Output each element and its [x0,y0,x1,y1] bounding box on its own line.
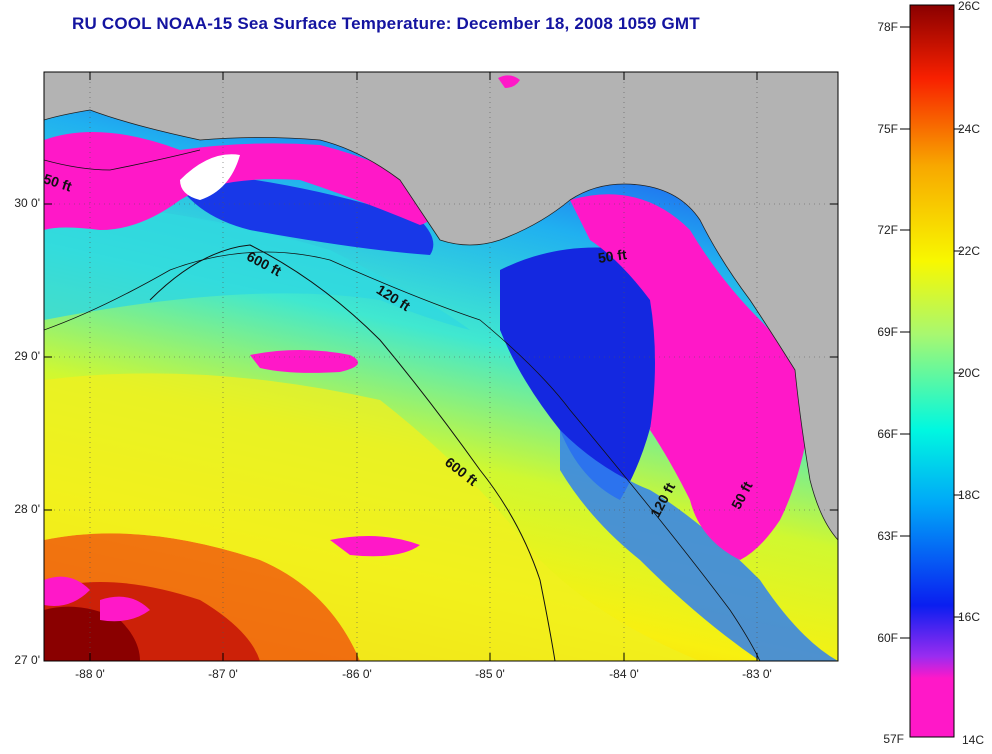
axis-ticks [44,72,838,662]
lon-label-88: -88 0' [75,667,105,681]
colorbar-label-57f: 57F [883,732,904,746]
map-title: RU COOL NOAA-15 Sea Surface Temperature:… [72,14,700,33]
colorbar-label-75f: 75F [877,122,898,136]
lat-label-28: 28 0' [14,502,40,516]
lon-label-87: -87 0' [208,667,238,681]
lon-label-83: -83 0' [742,667,772,681]
colorbar-label-20c: 20C [958,366,981,380]
colorbar-label-60f: 60F [877,631,898,645]
colorbar-label-66f: 66F [877,427,898,441]
lon-label-86: -86 0' [342,667,372,681]
colorbar-label-18c: 18C [958,488,981,502]
colorbar-label-26c: 26C [958,0,981,13]
colorbar-label-78f: 78F [877,20,898,34]
colorbar-label-14c: 14C [962,733,985,747]
lat-label-29: 29 0' [14,349,40,363]
lon-label-84: -84 0' [609,667,639,681]
colorbar [909,4,955,738]
map-frame [43,71,839,662]
colorbar-label-16c: 16C [958,610,981,624]
colorbar-label-22c: 22C [958,244,981,258]
sst-field [44,72,838,661]
colorbar-label-69f: 69F [877,325,898,339]
colorbar-label-63f: 63F [877,529,898,543]
colorbar-label-24c: 24C [958,122,981,136]
lat-label-30: 30 0' [14,196,40,210]
lon-label-85: -85 0' [475,667,505,681]
colorbar-label-72f: 72F [877,223,898,237]
lat-label-27: 27 0' [14,653,40,667]
